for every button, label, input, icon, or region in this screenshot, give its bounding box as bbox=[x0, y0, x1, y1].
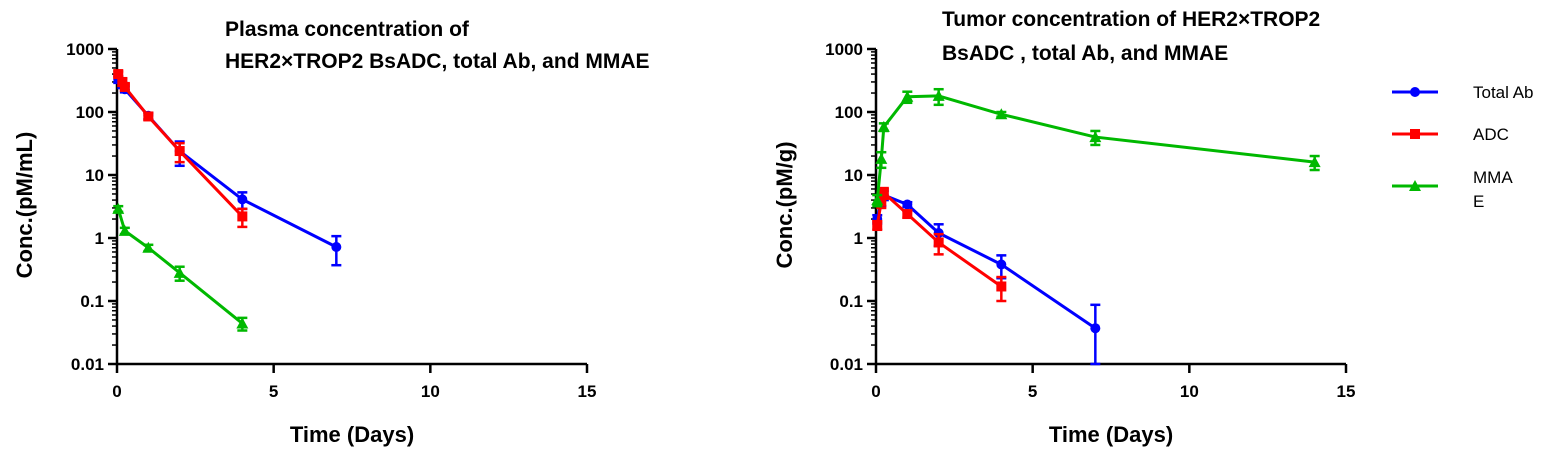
data-point bbox=[932, 89, 945, 101]
plasma-chart: Plasma concentration of HER2×TROP2 BsADC… bbox=[12, 18, 650, 447]
data-point bbox=[237, 194, 248, 205]
y-tick-label: 0.01 bbox=[830, 355, 863, 374]
y-tick-label: 1 bbox=[95, 229, 104, 248]
chart-title-line-1: Plasma concentration of bbox=[225, 18, 470, 41]
y-tick-label: 10 bbox=[85, 166, 104, 185]
y-tick-label: 1 bbox=[854, 229, 863, 248]
data-point bbox=[237, 211, 248, 222]
series-adc bbox=[872, 186, 1007, 303]
x-tick-label: 10 bbox=[421, 382, 440, 401]
axes: 0.01 0.1 1 10 100 1000 0 5 10 15 bbox=[66, 40, 596, 401]
legend-item-total-ab: Total Ab bbox=[1392, 83, 1534, 102]
y-tick-label: 0.1 bbox=[839, 292, 863, 311]
legend-label: ADC bbox=[1473, 125, 1509, 144]
data-point bbox=[901, 90, 914, 102]
x-tick-label: 10 bbox=[1180, 382, 1199, 401]
x-tick-label: 15 bbox=[578, 382, 597, 401]
x-tick-label: 5 bbox=[269, 382, 278, 401]
tumor-chart: Tumor concentration of HER2×TROP2 BsADC … bbox=[772, 8, 1355, 447]
data-point bbox=[174, 146, 185, 157]
series-total-ab bbox=[113, 74, 342, 267]
data-point bbox=[1089, 131, 1102, 143]
y-tick-label: 1000 bbox=[66, 40, 104, 59]
legend-item-mmae: MMA E bbox=[1392, 168, 1513, 211]
y-axis-label: Conc.(pM/mL) bbox=[12, 132, 37, 279]
y-tick-label: 1000 bbox=[825, 40, 863, 59]
y-tick-label: 0.1 bbox=[80, 292, 104, 311]
y-tick-label: 10 bbox=[844, 166, 863, 185]
plot-area bbox=[871, 87, 1321, 366]
data-point bbox=[236, 317, 249, 329]
legend-marker-triangle bbox=[1409, 180, 1421, 191]
data-point bbox=[996, 259, 1007, 270]
chart-title-line-2: BsADC , total Ab, and MMAE bbox=[942, 42, 1228, 65]
y-axis-label: Conc.(pM/g) bbox=[772, 141, 797, 268]
x-axis-label: Time (Days) bbox=[290, 422, 414, 447]
data-point bbox=[113, 69, 124, 80]
y-tick-label: 100 bbox=[835, 103, 863, 122]
y-tick-label: 0.01 bbox=[71, 355, 104, 374]
data-point bbox=[331, 241, 342, 252]
data-point bbox=[902, 199, 913, 210]
y-tick-label: 100 bbox=[76, 103, 104, 122]
data-point bbox=[118, 224, 131, 236]
x-tick-label: 0 bbox=[112, 382, 121, 401]
x-tick-label: 0 bbox=[871, 382, 880, 401]
data-point bbox=[872, 220, 883, 231]
data-point bbox=[143, 111, 154, 122]
legend-marker-square bbox=[1410, 129, 1420, 139]
axes: 0.01 0.1 1 10 100 1000 0 5 10 15 bbox=[825, 40, 1355, 401]
series-line bbox=[117, 78, 338, 249]
data-point bbox=[877, 120, 890, 132]
chart-title-line-2: HER2×TROP2 BsADC, total Ab, and MMAE bbox=[225, 50, 650, 73]
data-point bbox=[142, 241, 155, 253]
data-point bbox=[173, 266, 186, 278]
x-axis-label: Time (Days) bbox=[1049, 422, 1173, 447]
x-tick-label: 15 bbox=[1337, 382, 1356, 401]
series-mmae bbox=[112, 202, 249, 332]
x-tick-label: 5 bbox=[1028, 382, 1037, 401]
data-point bbox=[871, 194, 884, 206]
data-point bbox=[119, 81, 130, 92]
data-point bbox=[875, 152, 888, 164]
data-point bbox=[902, 209, 913, 220]
series-mmae bbox=[871, 87, 1321, 208]
data-point bbox=[995, 108, 1008, 120]
data-point bbox=[1090, 323, 1101, 334]
series-line bbox=[875, 94, 1315, 201]
legend-label: Total Ab bbox=[1473, 83, 1534, 102]
plot-area bbox=[112, 69, 342, 332]
legend-marker-circle bbox=[1410, 87, 1420, 97]
data-point bbox=[996, 281, 1007, 292]
data-point bbox=[876, 196, 887, 207]
data-point bbox=[112, 202, 125, 214]
legend: Total Ab ADC MMA E bbox=[1392, 83, 1534, 211]
legend-label: MMA bbox=[1473, 168, 1513, 187]
data-point bbox=[1308, 156, 1321, 168]
data-point bbox=[878, 187, 889, 198]
series-adc bbox=[113, 69, 248, 229]
data-point bbox=[933, 237, 944, 248]
legend-label-line-2: E bbox=[1473, 192, 1484, 211]
legend-item-adc: ADC bbox=[1392, 125, 1509, 144]
chart-title-line-1: Tumor concentration of HER2×TROP2 bbox=[942, 8, 1320, 31]
